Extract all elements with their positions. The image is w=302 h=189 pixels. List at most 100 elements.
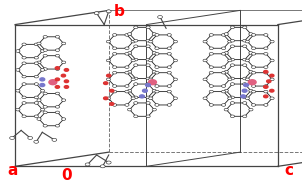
Circle shape [252,47,256,50]
Circle shape [245,78,249,81]
Circle shape [230,58,235,61]
Circle shape [167,53,171,55]
Circle shape [146,39,150,42]
Circle shape [167,66,171,68]
Circle shape [221,85,226,87]
Circle shape [167,85,171,87]
Circle shape [62,118,66,120]
Circle shape [152,52,156,54]
Circle shape [22,115,26,118]
Circle shape [243,77,247,80]
Circle shape [173,40,178,43]
Circle shape [221,34,226,36]
Circle shape [43,105,47,108]
Circle shape [127,70,132,73]
Circle shape [221,53,226,55]
Circle shape [40,108,45,111]
Circle shape [149,40,153,43]
Circle shape [203,78,207,81]
Circle shape [55,68,59,70]
Circle shape [55,86,59,88]
Circle shape [243,115,247,118]
Circle shape [131,78,135,81]
Circle shape [167,104,171,106]
Circle shape [106,97,111,100]
Circle shape [55,111,59,114]
Circle shape [264,66,268,68]
Circle shape [106,10,111,13]
Circle shape [249,70,253,73]
Circle shape [230,102,235,104]
Circle shape [209,47,214,50]
Circle shape [134,45,138,48]
Circle shape [22,102,26,104]
Circle shape [127,33,132,35]
Circle shape [167,47,171,50]
Circle shape [152,89,156,92]
Circle shape [264,53,268,55]
Circle shape [43,92,47,95]
Circle shape [62,42,66,45]
Circle shape [55,92,59,95]
Circle shape [146,115,150,118]
Circle shape [146,77,150,80]
Circle shape [43,111,47,114]
Circle shape [22,75,26,78]
Circle shape [209,85,214,87]
Circle shape [264,47,268,50]
Circle shape [113,66,117,68]
Circle shape [270,89,274,92]
Circle shape [146,45,150,48]
Text: a: a [8,163,18,178]
Circle shape [134,26,138,29]
Circle shape [224,33,228,35]
Circle shape [243,96,247,99]
Circle shape [221,47,226,50]
Circle shape [22,43,26,46]
Circle shape [155,66,159,68]
Circle shape [64,86,69,88]
Circle shape [125,85,129,87]
Circle shape [252,34,256,36]
Circle shape [10,136,14,139]
Circle shape [34,115,38,118]
Circle shape [22,56,26,59]
Circle shape [113,71,117,74]
Circle shape [209,90,214,93]
Circle shape [203,40,207,43]
Circle shape [243,45,247,48]
Circle shape [113,47,117,50]
Circle shape [43,49,47,51]
Circle shape [221,104,226,106]
Circle shape [125,90,129,93]
Circle shape [243,64,247,67]
Circle shape [134,77,138,80]
Circle shape [127,108,132,111]
Circle shape [230,64,235,67]
Circle shape [155,53,159,55]
Circle shape [252,90,256,93]
Circle shape [37,42,41,45]
Circle shape [52,138,57,141]
Circle shape [85,163,90,166]
Circle shape [270,97,274,100]
Circle shape [243,26,247,29]
Circle shape [228,40,232,43]
Circle shape [16,69,20,71]
Circle shape [106,161,111,164]
Circle shape [37,61,41,64]
Text: c: c [284,163,293,178]
Circle shape [230,83,235,85]
Circle shape [230,77,235,80]
Circle shape [43,54,47,57]
Circle shape [155,47,159,50]
Circle shape [34,56,38,59]
Circle shape [113,104,117,106]
Circle shape [43,68,47,70]
Circle shape [146,84,150,87]
Circle shape [209,71,214,74]
Circle shape [264,90,268,93]
Circle shape [134,102,138,104]
Circle shape [94,12,99,15]
Circle shape [125,34,129,36]
